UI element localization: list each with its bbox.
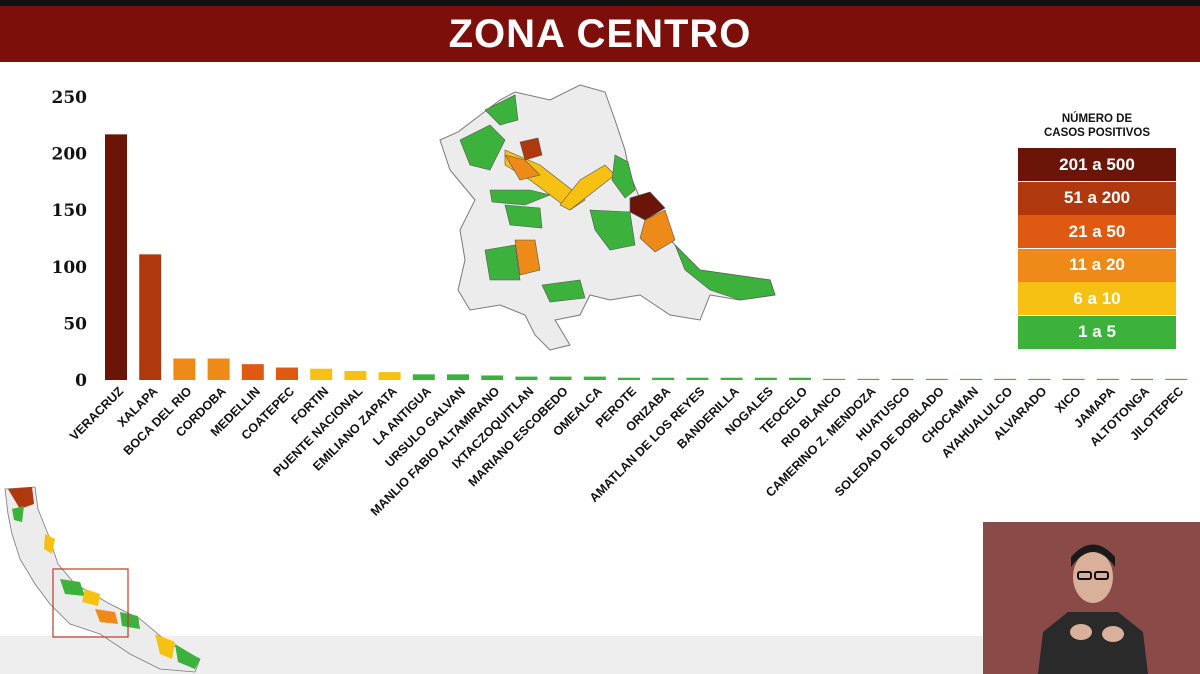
bar <box>686 377 709 380</box>
top-strip <box>0 0 1200 6</box>
x-tick-label: VERACRUZ <box>67 384 126 443</box>
bar <box>447 374 469 380</box>
bar <box>720 377 743 380</box>
bar <box>1096 378 1119 380</box>
y-tick-label: 200 <box>52 145 88 165</box>
sign-language-interpreter-icon <box>983 522 1200 674</box>
bar <box>1131 378 1153 380</box>
legend-item: 51 a 200 <box>1018 181 1176 215</box>
bar <box>925 378 948 380</box>
legend-item: 21 a 50 <box>1018 215 1176 248</box>
legend-item: 6 a 10 <box>1018 282 1176 315</box>
bar <box>652 377 675 380</box>
bar <box>823 378 846 380</box>
y-axis: 0 50 100 150 200 250 <box>52 88 88 391</box>
bar <box>960 378 982 380</box>
bar <box>618 377 640 380</box>
bar <box>481 375 504 380</box>
y-tick-label: 50 <box>63 314 87 334</box>
bar <box>344 370 367 380</box>
bar <box>515 376 538 380</box>
sign-language-interpreter-video <box>983 522 1200 674</box>
bar <box>378 372 401 380</box>
bar <box>1062 378 1085 380</box>
bar <box>1165 378 1188 380</box>
zone-map-icon <box>439 84 776 351</box>
bars <box>105 134 1188 380</box>
state-locator-map-icon <box>4 486 201 673</box>
bar <box>105 134 127 380</box>
bar <box>583 376 606 380</box>
legend-title-line1: NÚMERO DE <box>1061 113 1133 125</box>
bar <box>207 358 230 380</box>
bar <box>241 364 264 380</box>
bar <box>139 254 162 380</box>
bar <box>891 378 914 380</box>
legend-title: NÚMERO DE CASOS POSITIVOS <box>1018 112 1176 140</box>
y-tick-label: 0 <box>75 371 87 391</box>
legend: NÚMERO DE CASOS POSITIVOS 201 a 500 51 a … <box>1018 112 1176 349</box>
x-tick-label: XICO <box>1052 384 1084 416</box>
page-title: ZONA CENTRO <box>448 11 752 56</box>
bar <box>754 377 777 380</box>
legend-item: 1 a 5 <box>1018 315 1176 349</box>
y-tick-label: 100 <box>52 258 88 278</box>
legend-items: 201 a 500 51 a 200 21 a 50 11 a 20 6 a 10 1 a… <box>1018 148 1176 349</box>
legend-item: 11 a 20 <box>1018 248 1176 282</box>
bar <box>173 358 196 380</box>
bar <box>549 376 572 380</box>
legend-item: 201 a 500 <box>1018 148 1176 181</box>
bar <box>310 368 333 380</box>
bar <box>857 378 880 380</box>
y-tick-label: 150 <box>52 201 88 221</box>
legend-title-line2: CASOS POSITIVOS <box>1043 127 1151 139</box>
bar <box>276 367 298 380</box>
bar <box>412 374 435 380</box>
bar <box>994 378 1017 380</box>
bar <box>789 377 811 380</box>
title-bar: ZONA CENTRO <box>0 6 1200 62</box>
y-tick-label: 250 <box>52 88 88 108</box>
bar <box>1028 378 1051 380</box>
